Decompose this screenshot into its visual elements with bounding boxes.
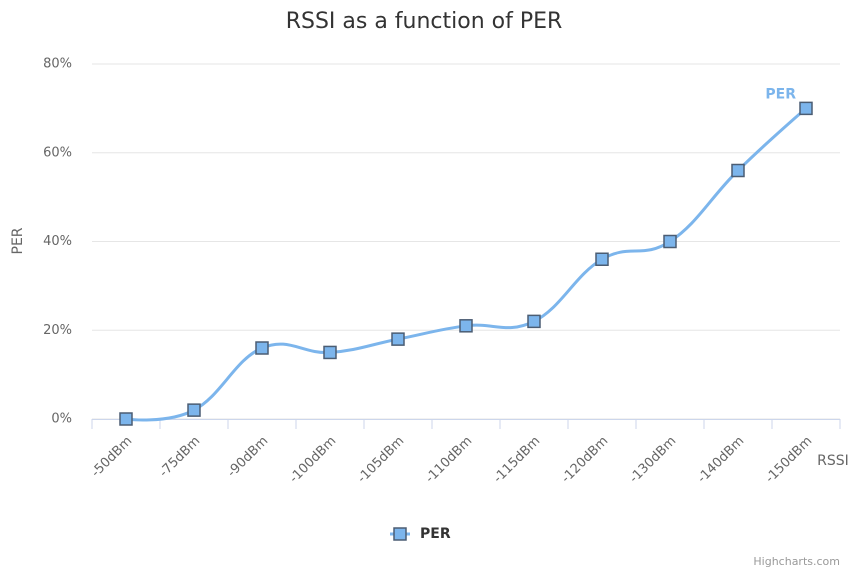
series-label: PER <box>765 86 796 102</box>
point-marker <box>527 314 541 329</box>
x-tick-label: -90dBm <box>225 434 272 481</box>
legend-marker <box>393 527 407 541</box>
point-marker <box>255 341 269 355</box>
x-tick-label: -115dBm <box>491 434 544 487</box>
x-tick-label: -50dBm <box>89 434 136 481</box>
x-tick-label: -150dBm <box>763 434 816 487</box>
point-marker <box>663 234 677 249</box>
series-line <box>125 107 807 422</box>
point-marker <box>459 319 473 333</box>
point-marker <box>119 412 133 426</box>
point-marker <box>595 252 609 266</box>
point-marker <box>731 163 745 178</box>
chart-title: RSSI as a function of PER <box>286 9 563 34</box>
x-tick-label: -75dBm <box>157 434 204 481</box>
y-tick-label: 0% <box>51 412 72 427</box>
x-tick-label: -120dBm <box>559 434 612 487</box>
x-tick-label: -110dBm <box>423 434 476 487</box>
y-tick-label: 40% <box>43 234 72 249</box>
x-axis-title: RSSI <box>817 453 848 469</box>
x-tick-label: -130dBm <box>627 434 680 487</box>
x-tick-label: -100dBm <box>287 434 340 487</box>
point-marker <box>323 345 337 360</box>
point-marker <box>187 403 201 417</box>
point-marker <box>799 101 813 116</box>
y-tick-label: 80% <box>43 57 72 72</box>
y-tick-label: 60% <box>43 145 72 160</box>
credits: Highcharts.com <box>753 555 840 568</box>
legend-label: PER <box>420 526 451 542</box>
x-tick-label: -105dBm <box>355 434 408 487</box>
x-tick-label: -140dBm <box>695 434 748 487</box>
y-axis-title: PER <box>10 227 26 254</box>
y-tick-label: 20% <box>43 323 72 338</box>
point-marker <box>391 332 405 346</box>
